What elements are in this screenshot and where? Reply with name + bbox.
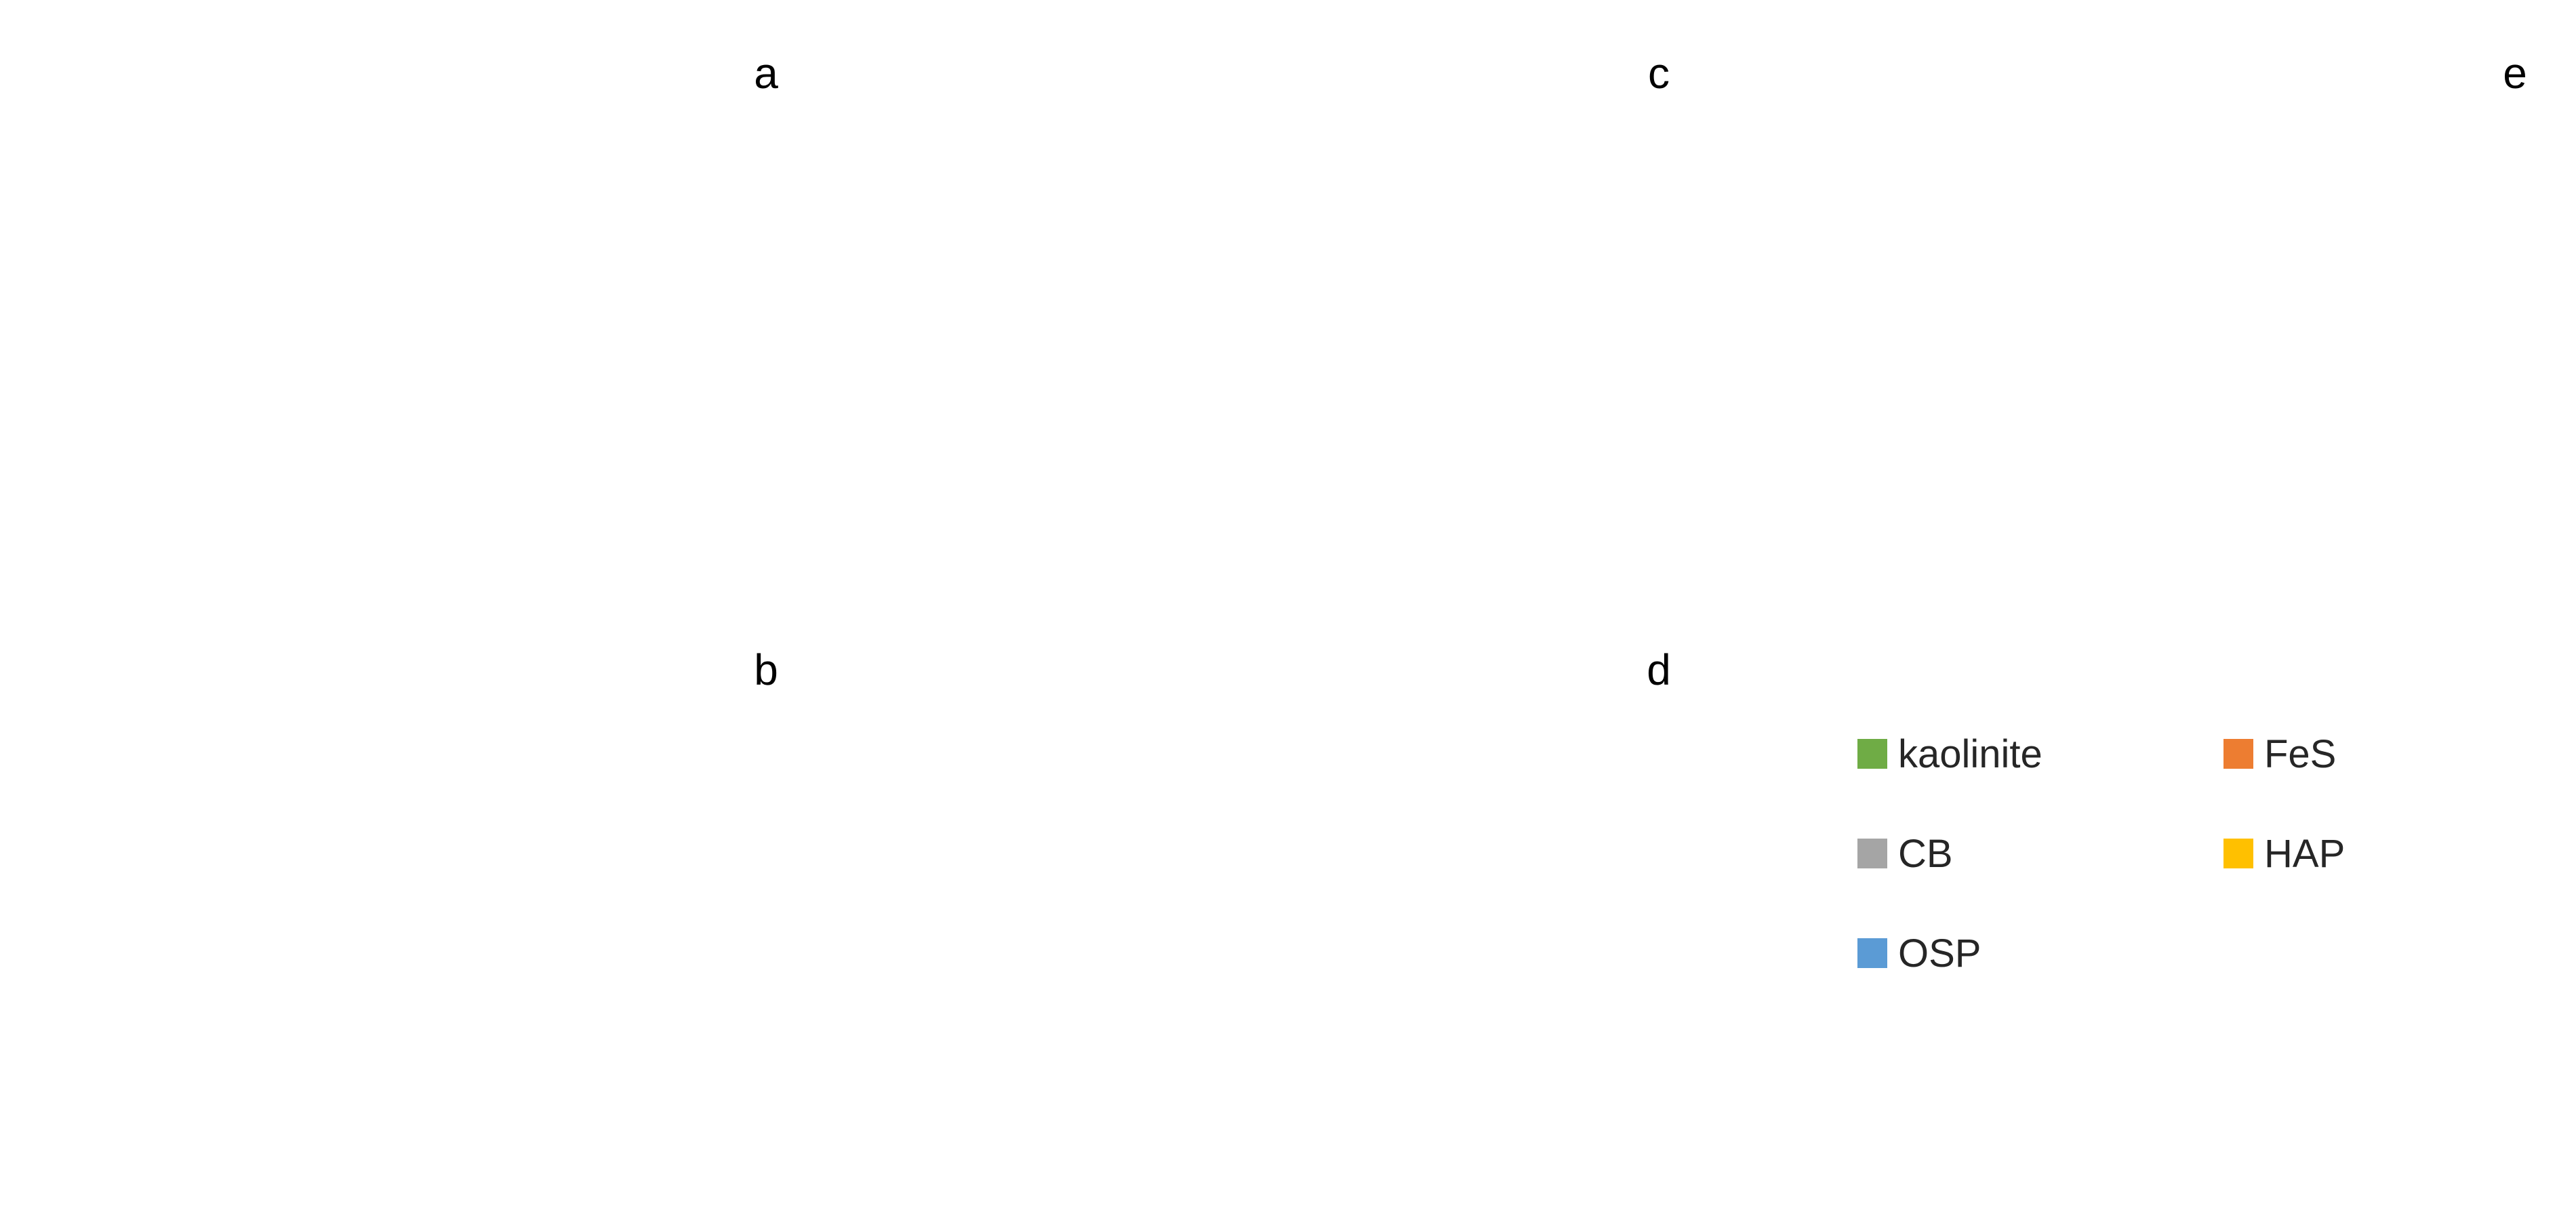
panel-letter-d: d	[1647, 645, 1671, 694]
legend-swatch-osp	[1857, 938, 1887, 968]
panel-letter-e: e	[2503, 49, 2527, 98]
legend-label-fes: FeS	[2264, 732, 2336, 776]
legend-swatch-kaolinite	[1857, 739, 1887, 769]
legend-label-hap: HAP	[2264, 832, 2345, 876]
legend: kaolinite FeS CB HAP OSP	[1857, 732, 2345, 976]
panel-b: b	[754, 645, 778, 694]
legend-swatch-fes	[2223, 739, 2253, 769]
panel-c: c	[1648, 49, 1670, 98]
panel-letter-a: a	[754, 49, 778, 98]
panel-letter-b: b	[754, 645, 778, 694]
panel-d: d	[1647, 645, 1671, 694]
panel-letter-c: c	[1648, 49, 1670, 98]
legend-swatch-cb	[1857, 839, 1887, 868]
legend-label-cb: CB	[1898, 832, 1953, 876]
panel-a: a	[754, 49, 778, 98]
panel-e: e	[2503, 49, 2527, 98]
legend-swatch-hap	[2223, 839, 2253, 868]
legend-label-osp: OSP	[1898, 931, 1981, 976]
legend-label-kaolinite: kaolinite	[1898, 732, 2042, 776]
